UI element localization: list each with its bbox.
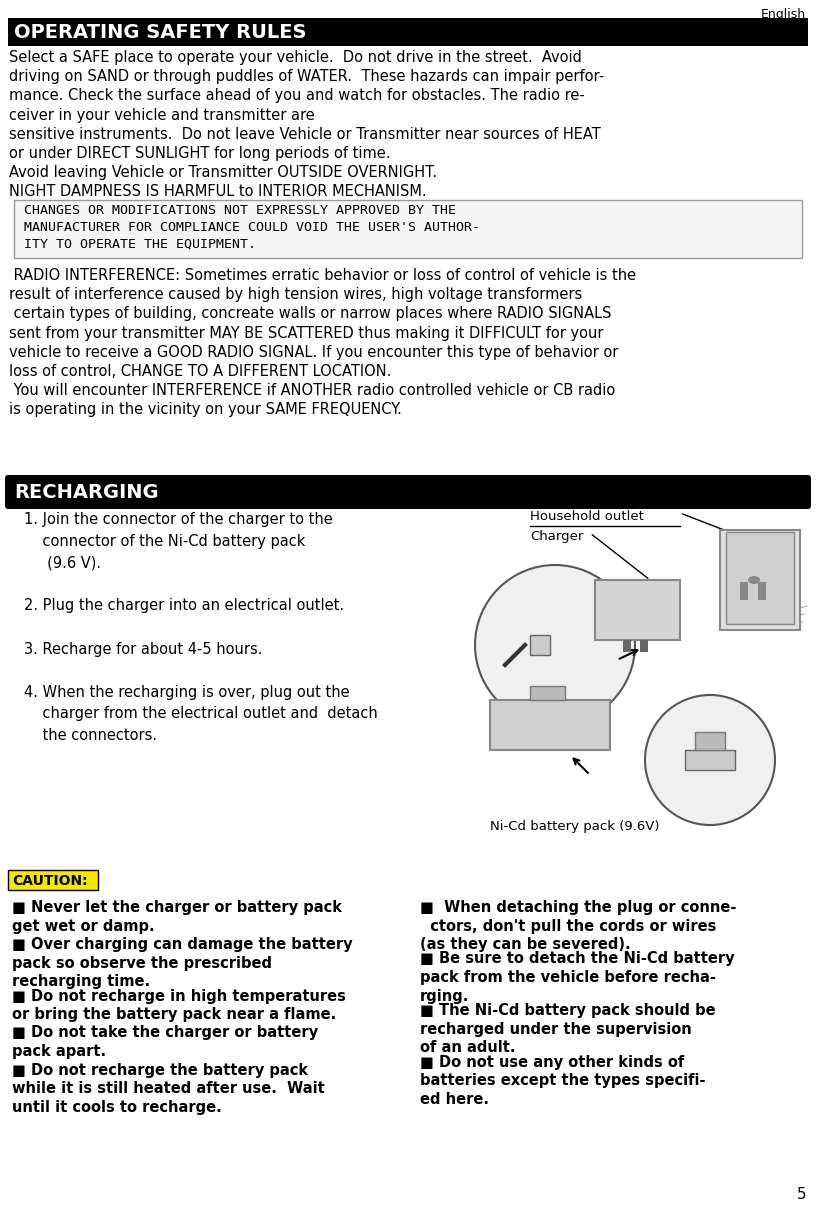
Ellipse shape xyxy=(748,576,760,584)
Bar xyxy=(695,732,725,750)
Bar xyxy=(530,635,550,655)
Text: Ni-Cd battery pack (9.6V): Ni-Cd battery pack (9.6V) xyxy=(490,820,659,832)
Bar xyxy=(640,640,648,652)
Bar xyxy=(490,701,610,750)
Bar xyxy=(8,870,98,891)
Text: RADIO INTERFERENCE: Sometimes erratic behavior or loss of control of vehicle is : RADIO INTERFERENCE: Sometimes erratic be… xyxy=(9,267,636,417)
Text: 1. Join the connector of the charger to the
    connector of the Ni-Cd battery p: 1. Join the connector of the charger to … xyxy=(24,512,378,743)
Text: ■ Over charging can damage the battery
pack so observe the prescribed
recharging: ■ Over charging can damage the battery p… xyxy=(12,937,353,990)
Text: Household outlet: Household outlet xyxy=(530,509,644,523)
Bar xyxy=(740,582,748,600)
Bar xyxy=(720,530,800,630)
Bar xyxy=(758,582,766,600)
Text: ■  When detaching the plug or conne-
  ctors, don't pull the cords or wires
(as : ■ When detaching the plug or conne- ctor… xyxy=(420,900,736,952)
Text: OPERATING SAFETY RULES: OPERATING SAFETY RULES xyxy=(14,23,307,42)
Bar xyxy=(8,18,808,46)
Text: ■ Do not use any other kinds of
batteries except the types specifi-
ed here.: ■ Do not use any other kinds of batterie… xyxy=(420,1054,706,1107)
Bar xyxy=(726,532,794,624)
Text: ■ Do not recharge the battery pack
while it is still heated after use.  Wait
unt: ■ Do not recharge the battery pack while… xyxy=(12,1062,325,1114)
Text: RECHARGING: RECHARGING xyxy=(14,484,158,502)
Text: Select a SAFE place to operate your vehicle.  Do not drive in the street.  Avoid: Select a SAFE place to operate your vehi… xyxy=(9,50,604,200)
Bar xyxy=(595,580,680,640)
Text: ■ Never let the charger or battery pack
get wet or damp.: ■ Never let the charger or battery pack … xyxy=(12,900,342,934)
Bar xyxy=(14,200,802,258)
Text: ■ Do not recharge in high temperatures
or bring the battery pack near a flame.: ■ Do not recharge in high temperatures o… xyxy=(12,989,346,1022)
Circle shape xyxy=(475,565,635,725)
Text: ■ Be sure to detach the Ni-Cd battery
pack from the vehicle before recha-
rging.: ■ Be sure to detach the Ni-Cd battery pa… xyxy=(420,951,734,1004)
FancyBboxPatch shape xyxy=(5,476,811,509)
Text: CHANGES OR MODIFICATIONS NOT EXPRESSLY APPROVED BY THE
 MANUFACTURER FOR COMPLIA: CHANGES OR MODIFICATIONS NOT EXPRESSLY A… xyxy=(16,204,480,250)
Text: ■ Do not take the charger or battery
pack apart.: ■ Do not take the charger or battery pac… xyxy=(12,1026,318,1059)
Text: CAUTION:: CAUTION: xyxy=(12,874,87,888)
Circle shape xyxy=(645,695,775,825)
Bar xyxy=(623,640,631,652)
Text: Charger: Charger xyxy=(530,530,583,543)
Bar xyxy=(530,686,565,701)
Bar xyxy=(685,750,735,770)
Text: English: English xyxy=(761,8,806,21)
Text: ■ The Ni-Cd battery pack should be
recharged under the supervision
of an adult.: ■ The Ni-Cd battery pack should be recha… xyxy=(420,1003,716,1055)
Text: 5: 5 xyxy=(796,1187,806,1202)
